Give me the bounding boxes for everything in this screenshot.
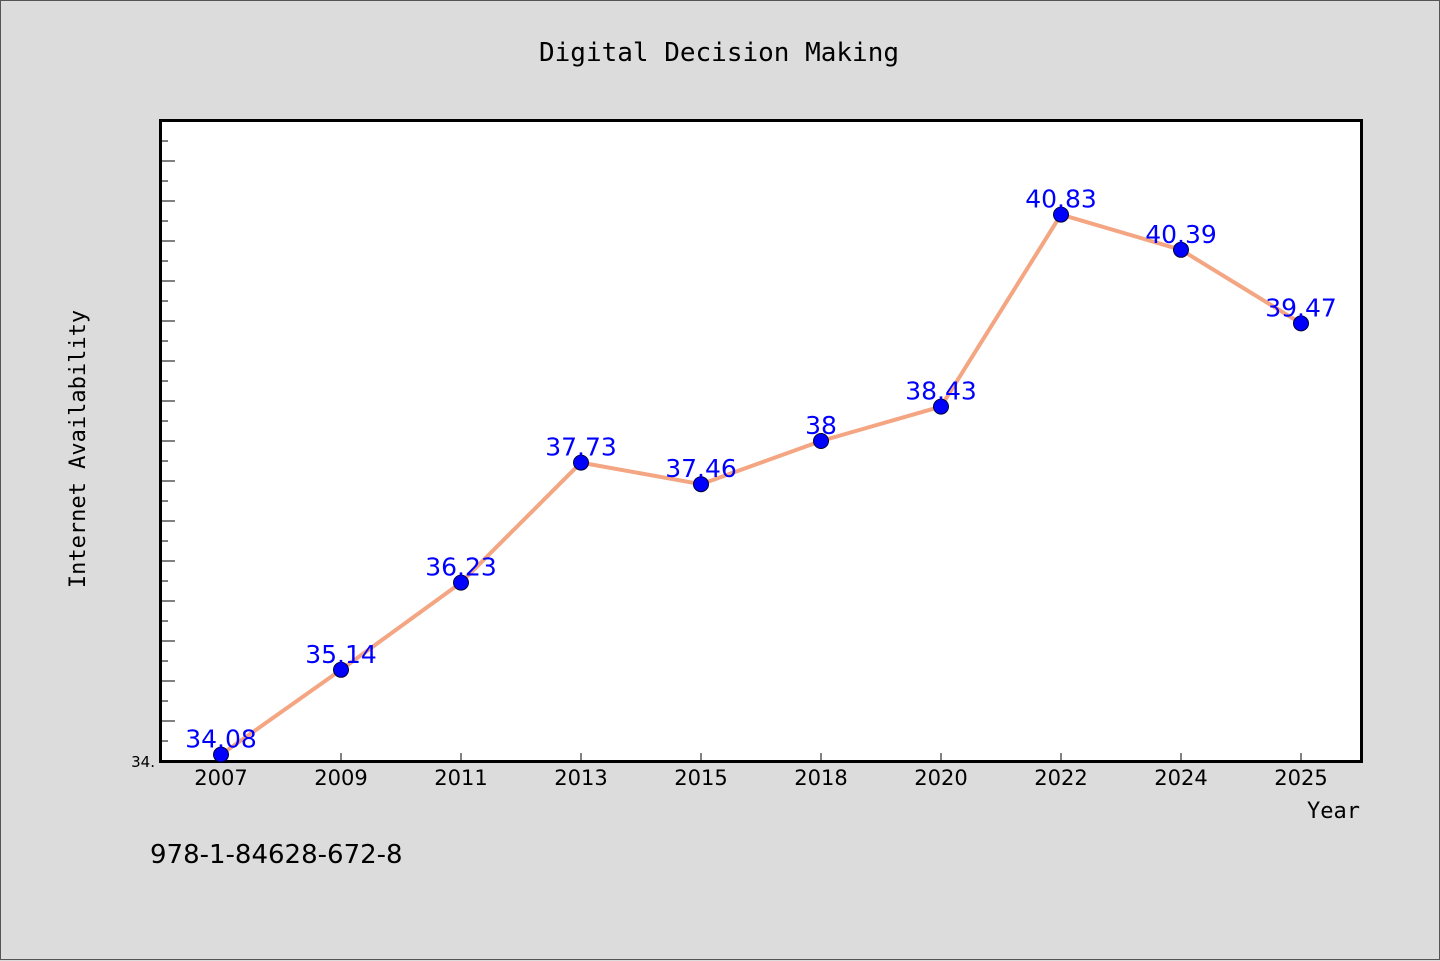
- data-label: 35.14: [305, 640, 377, 669]
- chart-title: Digital Decision Making: [539, 38, 899, 68]
- series-markers: [213, 206, 1309, 763]
- x-tick-label: 2009: [314, 766, 367, 790]
- x-tick-label: 2011: [434, 766, 487, 790]
- x-tick-label: 2018: [794, 766, 847, 790]
- data-label: 38: [805, 411, 837, 440]
- data-label: 39.47: [1265, 293, 1337, 322]
- data-point: [213, 746, 229, 763]
- series-line: [219, 212, 1303, 757]
- data-point: [693, 476, 709, 493]
- y-tick-label: 34.: [131, 753, 155, 771]
- data-labels: 34.08 35.14 36.23 37.73 37.46 38 38.43 40.83 40.…: [185, 185, 1337, 754]
- x-tick-label: 2015: [674, 766, 727, 790]
- footnote-isbn: 978-1-84628-672-8: [150, 840, 403, 870]
- data-point: [1053, 206, 1069, 223]
- data-point: [1173, 241, 1189, 258]
- x-tick-label: 2020: [914, 766, 967, 790]
- data-label: 38.43: [905, 377, 977, 406]
- data-point: [1293, 315, 1309, 332]
- data-point: [933, 398, 949, 415]
- x-axis-label: Year: [1307, 799, 1360, 824]
- data-label: 37.73: [545, 433, 617, 462]
- data-point: [813, 433, 829, 449]
- x-tick-label: 2013: [554, 766, 607, 790]
- x-tick-label: 2024: [1154, 766, 1207, 790]
- x-tick-labels: 2007 2009 2011 2013 2015 2018 2020 2022 2024 2025: [194, 766, 1327, 790]
- data-point: [453, 574, 469, 591]
- data-label: 40.39: [1145, 220, 1217, 249]
- y-axis-ticks: [161, 140, 175, 742]
- y-axis-label: Internet Availability: [66, 310, 91, 588]
- data-label: 37.46: [665, 454, 737, 483]
- x-tick-label: 2022: [1034, 766, 1087, 790]
- data-label: 36.23: [425, 553, 497, 582]
- x-tick-label: 2025: [1274, 766, 1327, 790]
- data-label: 34.08: [185, 725, 257, 754]
- data-label: 40.83: [1025, 185, 1097, 214]
- data-point: [333, 661, 349, 678]
- x-axis-ticks: [220, 753, 1302, 761]
- data-point: [573, 454, 589, 471]
- x-tick-label: 2007: [194, 766, 247, 790]
